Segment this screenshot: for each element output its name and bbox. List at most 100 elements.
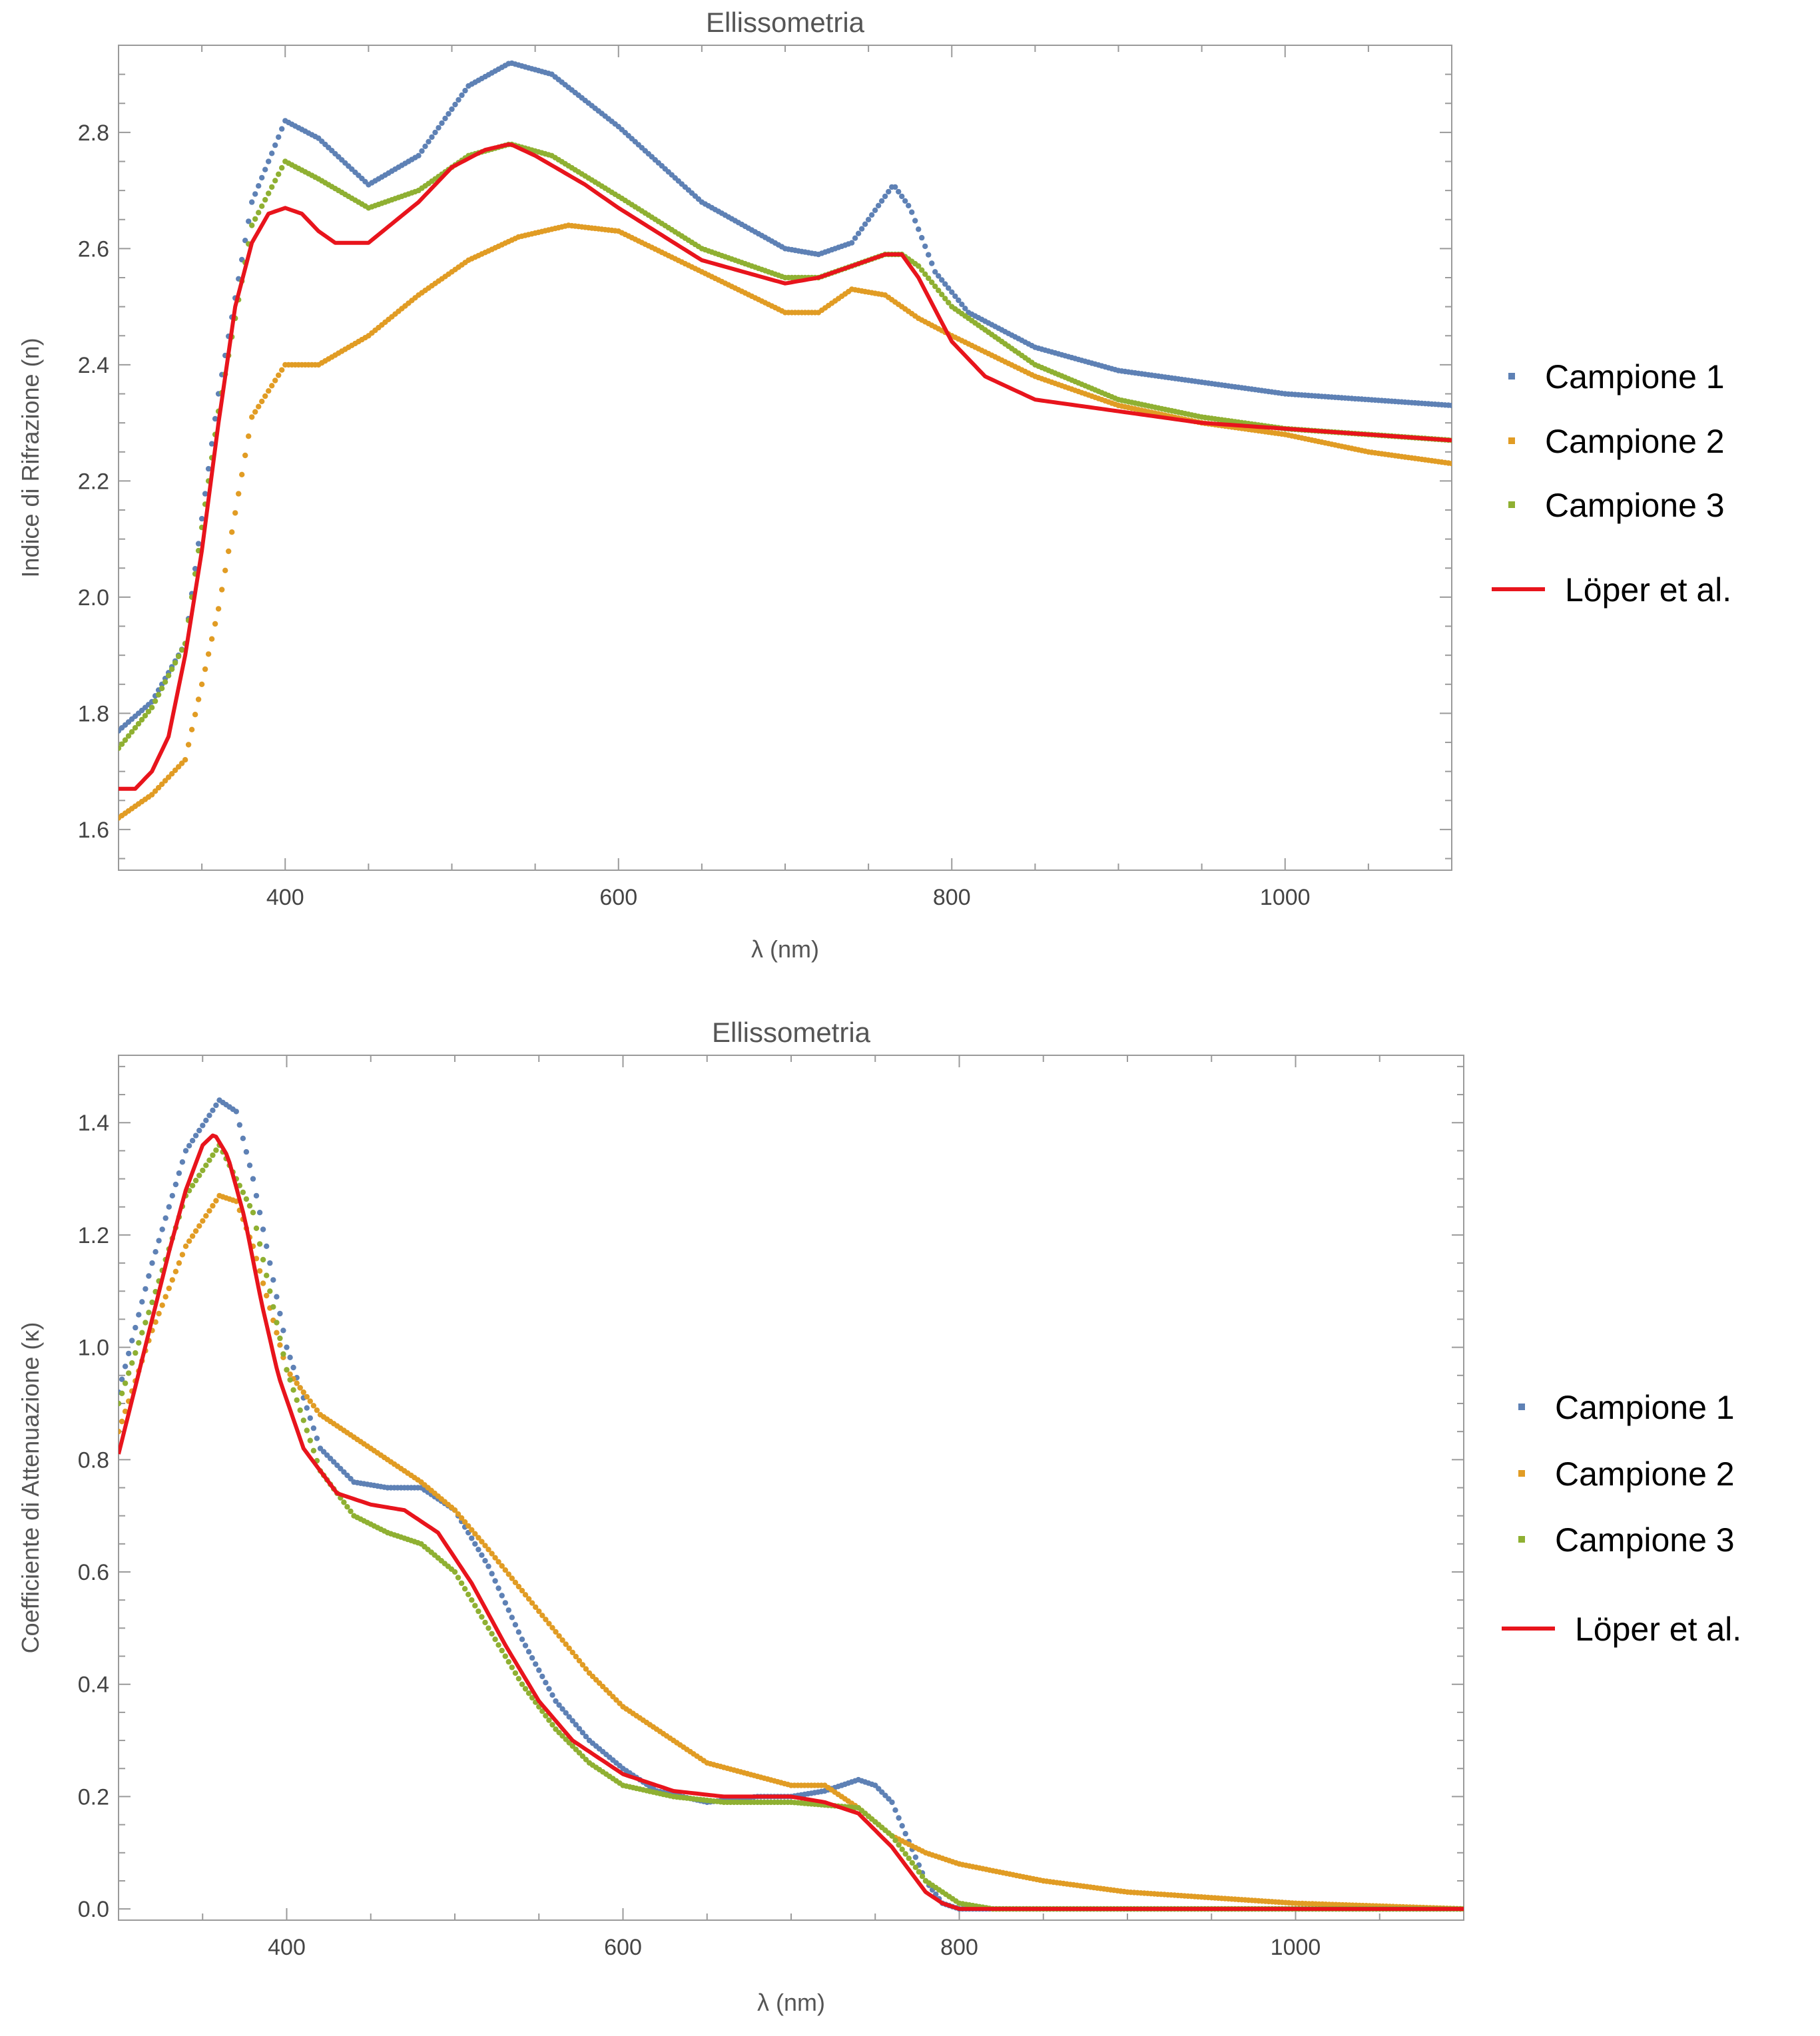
- data-point: [512, 1579, 519, 1585]
- data-point: [505, 1571, 511, 1577]
- data-point: [119, 1400, 122, 1407]
- data-point: [452, 101, 458, 108]
- legend-label-campione-3: Campione 3: [1555, 1521, 1735, 1559]
- data-point: [253, 1225, 260, 1232]
- data-point: [210, 1107, 216, 1113]
- legend-label-l-per-et-al: Löper et al.: [1565, 571, 1731, 609]
- data-point: [236, 491, 242, 497]
- data-point: [573, 1653, 579, 1660]
- data-point: [439, 120, 445, 127]
- data-point: [465, 1523, 471, 1529]
- data-point: [485, 1563, 491, 1569]
- data-point: [256, 403, 262, 409]
- data-point: [243, 1196, 250, 1202]
- data-point: [479, 1614, 485, 1620]
- legend-label-campione-1: Campione 1: [1555, 1389, 1735, 1426]
- series-campione-1: [119, 1097, 1464, 1912]
- data-point: [499, 1563, 505, 1569]
- data-point: [129, 729, 135, 735]
- data-point: [210, 1202, 216, 1209]
- data-point: [310, 1403, 317, 1409]
- data-point: [146, 1273, 152, 1279]
- data-point: [509, 1664, 515, 1670]
- data-point: [1448, 402, 1452, 409]
- plot-frame: [118, 1055, 1464, 1921]
- data-point: [865, 216, 872, 222]
- data-point: [119, 1418, 125, 1425]
- data-point: [279, 164, 285, 171]
- data-point: [249, 222, 255, 228]
- data-point: [539, 1613, 545, 1619]
- plot-frame: [118, 45, 1452, 871]
- data-point: [499, 1593, 505, 1599]
- data-point: [133, 1324, 139, 1331]
- data-point: [290, 1387, 296, 1393]
- data-point: [892, 1807, 898, 1813]
- data-point: [145, 708, 152, 715]
- data-point: [469, 1527, 475, 1533]
- data-point: [589, 1673, 596, 1680]
- data-point: [287, 1354, 293, 1361]
- data-point: [566, 1714, 572, 1720]
- data-point: [192, 1228, 199, 1234]
- data-point: [909, 209, 915, 215]
- data-point: [142, 712, 149, 719]
- data-point: [276, 134, 282, 140]
- data-point: [522, 1643, 529, 1649]
- data-point: [892, 1838, 898, 1844]
- data-point: [149, 1299, 155, 1306]
- data-point: [909, 1860, 916, 1866]
- data-point: [269, 383, 275, 389]
- legend: Campione 1 Campione 2 Campione 3 Löper et a…: [1502, 1389, 1741, 1648]
- data-point: [536, 1608, 542, 1615]
- data-point: [855, 230, 862, 236]
- data-point: [152, 1319, 158, 1325]
- data-point: [212, 415, 218, 422]
- data-point: [553, 1698, 559, 1704]
- x-tick-label: 800: [933, 885, 971, 910]
- data-point: [208, 441, 215, 447]
- data-point: [172, 1181, 179, 1188]
- series-campione-1: [119, 60, 1452, 734]
- data-point: [182, 1148, 189, 1154]
- data-point: [942, 296, 948, 302]
- legend-swatch-campione-2: [1508, 437, 1515, 444]
- data-point: [253, 1192, 260, 1199]
- data-point: [556, 1633, 562, 1639]
- data-point: [607, 1690, 613, 1696]
- data-point: [916, 263, 922, 269]
- data-point: [543, 1617, 549, 1623]
- data-point: [505, 1658, 511, 1665]
- data-point: [461, 1586, 468, 1592]
- data-point: [1448, 461, 1452, 467]
- data-point: [136, 1312, 142, 1318]
- data-point: [919, 234, 925, 241]
- data-point: [240, 1189, 246, 1196]
- data-point: [277, 1335, 283, 1342]
- data-point: [344, 1504, 350, 1510]
- data-point: [926, 275, 932, 282]
- data-point: [246, 1202, 253, 1209]
- data-point: [119, 1376, 125, 1382]
- data-point: [236, 1122, 242, 1128]
- data-point: [215, 606, 222, 612]
- data-point: [485, 1547, 491, 1553]
- data-point: [172, 660, 178, 666]
- data-point: [158, 685, 165, 692]
- data-point: [196, 1127, 202, 1134]
- data-point: [198, 515, 205, 522]
- data-point: [344, 1472, 350, 1479]
- data-point: [168, 771, 175, 777]
- data-point: [512, 1622, 519, 1628]
- data-point: [122, 1408, 129, 1414]
- y-tick-label: 0.8: [78, 1447, 109, 1473]
- data-point: [252, 409, 258, 415]
- data-point: [279, 367, 285, 373]
- data-point: [179, 1252, 186, 1258]
- data-point: [539, 1708, 545, 1714]
- data-point: [304, 1427, 310, 1433]
- data-point: [926, 252, 932, 258]
- data-point: [906, 1856, 912, 1862]
- series-line-l-per-et-al: [119, 142, 1452, 791]
- plot-area: [119, 60, 1452, 821]
